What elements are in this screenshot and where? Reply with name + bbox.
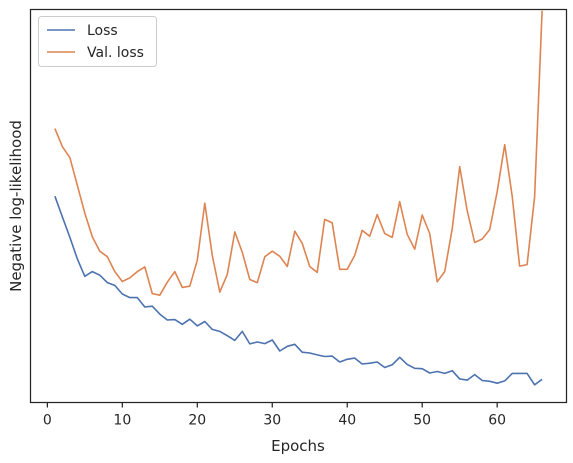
x-tick-label: 10: [113, 413, 131, 429]
legend-label-loss: Loss: [87, 23, 118, 39]
series-line-loss: [54, 195, 543, 386]
series-layer: [54, 10, 543, 386]
legend-frame: [38, 16, 157, 67]
x-tick-label: 0: [43, 413, 52, 429]
legend-label-val-loss: Val. loss: [87, 45, 144, 61]
x-tick-label: 20: [188, 413, 206, 429]
x-axis: 0 10 20 30 40 50 60: [43, 402, 506, 429]
plot-area: [29, 8, 568, 404]
x-tick-label: 30: [263, 413, 281, 429]
x-tick-label: 40: [338, 413, 356, 429]
legend: Loss Val. loss: [38, 16, 157, 67]
x-axis-label: Epochs: [271, 437, 325, 455]
y-axis-label: Negative log-likelihood: [7, 120, 25, 292]
x-tick-label: 60: [488, 413, 506, 429]
series-line-val-loss: [54, 10, 543, 297]
x-tick-label: 50: [413, 413, 431, 429]
